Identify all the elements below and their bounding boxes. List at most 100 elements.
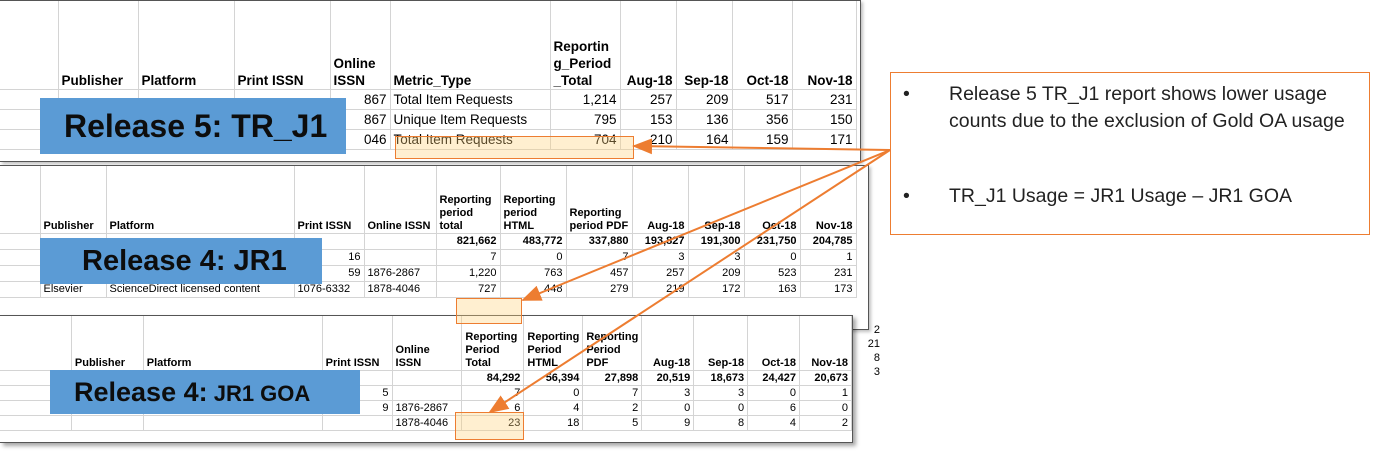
table-cell: 0: [799, 400, 852, 416]
table-cell: 6: [747, 400, 800, 416]
table-cell: 231: [800, 265, 857, 282]
table-cell: 5: [582, 415, 643, 431]
table-cell: 209: [688, 265, 745, 282]
table-cell: 3: [641, 385, 695, 401]
table-cell: 337,880: [566, 233, 633, 250]
table-cell: Total Item Requests: [390, 129, 551, 150]
table-cell: 20,673: [799, 370, 852, 386]
col-header: Publisher: [71, 316, 144, 371]
col-header: Aug-18: [632, 166, 689, 234]
table-cell: 7: [461, 385, 525, 401]
release5-label: Release 5: TR_J1: [40, 98, 346, 154]
table-cell: 1,220: [436, 265, 501, 282]
table-cell: 204,785: [800, 233, 857, 250]
table-cell: 257: [632, 265, 689, 282]
col-header: Platform: [138, 1, 235, 90]
col-header: Reportin g_Period _Total: [550, 1, 621, 90]
table-cell: 0: [641, 400, 695, 416]
table-cell: 763: [500, 265, 567, 282]
col-header: Oct-18: [732, 1, 793, 90]
table-cell: 7: [582, 385, 643, 401]
table-cell: 24,427: [747, 370, 800, 386]
col-header: Online ISSN: [392, 316, 463, 371]
table-cell: 795: [550, 109, 621, 130]
table-cell: 56,394: [523, 370, 584, 386]
table-cell: 2: [582, 400, 643, 416]
col-header: Reporting period PDF: [566, 166, 633, 234]
col-header: Metric_Type: [390, 1, 551, 90]
col-header: Publisher: [58, 1, 139, 90]
table-cell: 231,750: [744, 233, 801, 250]
table-cell: 209: [676, 89, 733, 110]
col-header: Oct-18: [747, 316, 800, 371]
col-header: Reporting Period PDF: [582, 316, 643, 371]
table-cell: Elsevier: [40, 281, 107, 298]
table-cell: 727: [436, 281, 501, 298]
table-cell: 2: [799, 415, 852, 431]
table-cell: 4: [523, 400, 584, 416]
table-cell: 27,898: [582, 370, 643, 386]
release5-header-row: Publisher Platform Print ISSN Online ISS…: [0, 1, 857, 90]
table-cell: 159: [732, 129, 793, 150]
table-cell: 523: [744, 265, 801, 282]
table-cell: 136: [676, 109, 733, 130]
release4-goa-label-sub: JR1 GOA: [207, 381, 311, 406]
col-header: Sep-18: [693, 316, 749, 371]
table-cell: 0: [693, 400, 749, 416]
table-cell: 84,292: [461, 370, 525, 386]
table-cell: [364, 249, 437, 266]
col-header: Reporting period total: [436, 166, 501, 234]
table-cell: 257: [620, 89, 677, 110]
table-cell: 193,827: [632, 233, 689, 250]
table-cell: Unique Item Requests: [390, 109, 551, 130]
col-header: Print ISSN: [294, 166, 365, 234]
table-cell: 448: [500, 281, 567, 298]
col-header: Platform: [143, 316, 323, 371]
table-cell: 18,673: [693, 370, 749, 386]
bullet-icon: •: [903, 185, 910, 207]
col-header: Nov-18: [792, 1, 857, 90]
table-cell: 1: [799, 385, 852, 401]
table-cell: 3: [688, 249, 745, 266]
table-cell: 150: [792, 109, 857, 130]
table-cell: 1076-6332: [294, 281, 365, 298]
release4-label: Release 4: JR1: [40, 238, 322, 284]
table-cell: 821,662: [436, 233, 501, 250]
goa-header-row: Publisher Platform Print ISSN Online ISS…: [0, 316, 852, 371]
col-header: Publisher: [40, 166, 107, 234]
table-cell: 20,519: [641, 370, 695, 386]
table-cell: 457: [566, 265, 633, 282]
bullet-icon: •: [903, 83, 910, 105]
table-cell: 1: [800, 249, 857, 266]
table-cell: 172: [688, 281, 745, 298]
release4-header-row: Publisher Platform Print ISSN Online ISS…: [0, 166, 857, 234]
col-header: Reporting period HTML: [500, 166, 567, 234]
table-row: 1878-4046 23 18 5 9 8 4 2: [0, 415, 852, 431]
highlight-tr-j1-total: [395, 136, 634, 159]
release4-goa-label-main: Release 4:: [74, 377, 208, 407]
table-cell: 4: [747, 415, 800, 431]
col-header: Oct-18: [744, 166, 801, 234]
table-cell: 219: [632, 281, 689, 298]
col-header: Sep-18: [688, 166, 745, 234]
table-cell: 9: [641, 415, 695, 431]
table-cell: 18: [523, 415, 584, 431]
table-cell: 356: [732, 109, 793, 130]
table-cell: 279: [566, 281, 633, 298]
table-cell: 1,214: [550, 89, 621, 110]
table-cell: 1878-4046: [392, 415, 463, 431]
table-cell: 164: [676, 129, 733, 150]
table-cell: Total Item Requests: [390, 89, 551, 110]
table-cell: 231: [792, 89, 857, 110]
bullet-text: Release 5 TR_J1 report shows lower usage…: [949, 83, 1345, 132]
table-cell: 3: [693, 385, 749, 401]
col-header: Platform: [106, 166, 295, 234]
col-header: Online ISSN: [364, 166, 437, 234]
table-cell: 163: [744, 281, 801, 298]
col-header: Nov-18: [800, 166, 857, 234]
table-cell: [392, 385, 463, 401]
table-cell: 704: [550, 129, 621, 150]
table-cell: 1878-4046: [364, 281, 437, 298]
col-header: Online ISSN: [330, 1, 391, 90]
release4-goa-label: Release 4: JR1 GOA: [50, 370, 360, 414]
